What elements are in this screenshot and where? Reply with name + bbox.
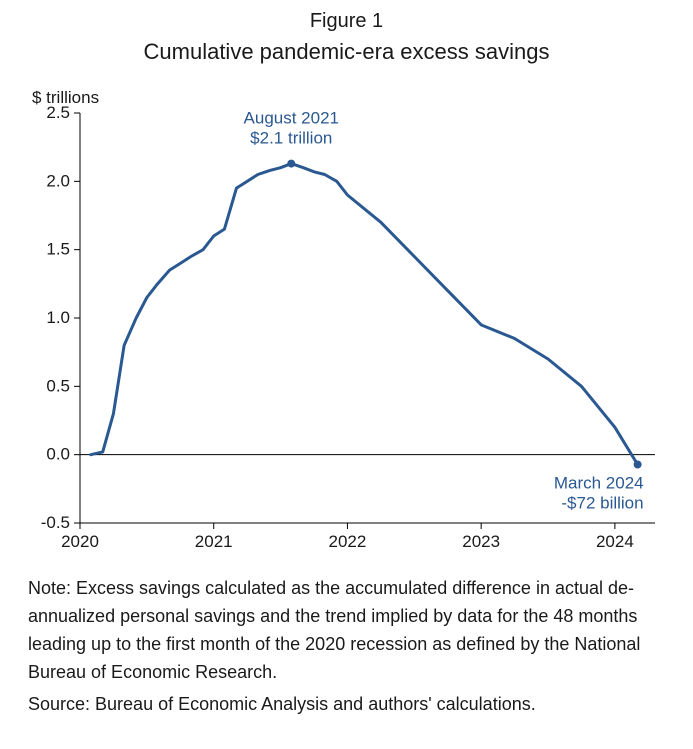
data-line <box>91 164 638 465</box>
annotation-marker-end <box>634 461 642 469</box>
chart-svg: $ trillions-0.50.00.51.01.52.02.52020202… <box>20 83 673 563</box>
annotation-label-peak-line2: $2.1 trillion <box>250 129 332 148</box>
x-tick-label: 2020 <box>61 532 99 551</box>
annotation-label-end-line1: March 2024 <box>554 474 644 493</box>
annotation-marker-peak <box>287 160 295 168</box>
chart: $ trillions-0.50.00.51.01.52.02.52020202… <box>20 83 673 563</box>
annotation-label-peak-line1: August 2021 <box>244 109 339 128</box>
y-tick-label: 2.5 <box>46 103 70 122</box>
figure-note: Note: Excess savings calculated as the a… <box>28 575 665 687</box>
figure-container: Figure 1 Cumulative pandemic-era excess … <box>0 0 693 749</box>
y-tick-label: -0.5 <box>41 513 70 532</box>
y-tick-label: 1.0 <box>46 308 70 327</box>
annotation-label-end-line2: -$72 billion <box>561 494 643 513</box>
figure-source: Source: Bureau of Economic Analysis and … <box>28 691 665 719</box>
x-tick-label: 2021 <box>195 532 233 551</box>
figure-number: Figure 1 <box>0 10 693 33</box>
y-tick-label: 0.0 <box>46 445 70 464</box>
x-tick-label: 2022 <box>329 532 367 551</box>
y-tick-label: 2.0 <box>46 171 70 190</box>
y-tick-label: 0.5 <box>46 376 70 395</box>
x-tick-label: 2023 <box>462 532 500 551</box>
y-tick-label: 1.5 <box>46 240 70 259</box>
x-tick-label: 2024 <box>596 532 634 551</box>
figure-title: Cumulative pandemic-era excess savings <box>0 39 693 65</box>
